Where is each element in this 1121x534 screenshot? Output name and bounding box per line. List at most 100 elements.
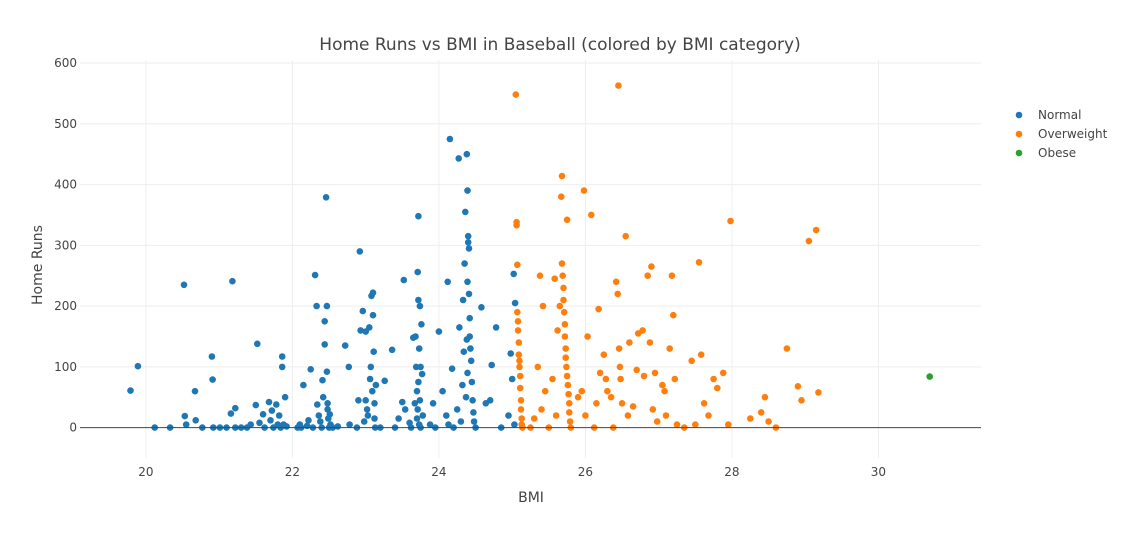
data-point — [588, 211, 595, 219]
data-point — [697, 351, 705, 359]
y-axis-label: Home Runs — [30, 225, 46, 305]
data-point — [725, 421, 732, 428]
data-point — [600, 351, 608, 359]
data-point — [180, 281, 188, 289]
data-point — [700, 400, 708, 407]
data-point — [757, 409, 765, 416]
data-point — [558, 260, 566, 267]
legend-item-obese[interactable]: Obese — [1015, 146, 1076, 160]
data-point — [508, 375, 516, 383]
data-point — [359, 307, 367, 315]
data-point — [513, 222, 520, 229]
data-point — [805, 237, 813, 245]
data-point — [514, 261, 521, 269]
data-point — [311, 271, 319, 279]
data-point — [412, 333, 419, 340]
data-point — [439, 387, 446, 395]
x-tick-label: 22 — [285, 465, 300, 479]
data-point — [604, 387, 611, 395]
data-point — [265, 398, 273, 406]
data-point — [444, 278, 452, 286]
data-point — [554, 327, 561, 334]
data-point — [710, 375, 717, 383]
data-point — [364, 412, 372, 419]
data-point — [191, 387, 199, 395]
data-point — [252, 401, 260, 409]
data-point — [551, 275, 558, 283]
data-point — [593, 400, 600, 407]
data-point — [563, 216, 571, 224]
legend-item-normal[interactable]: Normal — [1015, 108, 1082, 122]
series-obese — [926, 373, 933, 380]
data-point — [367, 363, 375, 371]
data-point — [414, 268, 422, 276]
data-point — [617, 375, 624, 383]
data-point — [461, 260, 468, 267]
x-tick-label: 24 — [431, 465, 446, 479]
data-point — [560, 284, 567, 292]
data-point — [267, 417, 274, 424]
data-point — [456, 324, 463, 331]
data-point — [812, 226, 820, 234]
data-point — [517, 406, 525, 413]
data-point — [300, 381, 307, 389]
data-point — [256, 419, 263, 427]
y-tick-label: 200 — [54, 299, 77, 313]
data-point — [629, 403, 637, 410]
data-points — [127, 82, 933, 431]
data-point — [464, 187, 471, 194]
data-point — [514, 327, 522, 334]
data-point — [370, 348, 378, 356]
data-point — [268, 407, 276, 414]
data-point — [566, 400, 573, 407]
data-point — [453, 406, 461, 413]
data-point — [538, 406, 545, 413]
data-point — [321, 341, 329, 348]
x-tick-label: 26 — [578, 465, 593, 479]
y-tick-label: 500 — [54, 117, 77, 131]
x-tick-label: 28 — [724, 465, 739, 479]
legend-label: Obese — [1038, 146, 1076, 160]
data-point — [614, 290, 621, 298]
data-point — [465, 290, 473, 298]
data-point — [615, 345, 623, 352]
data-point — [448, 365, 456, 373]
y-tick-label: 300 — [54, 238, 77, 252]
data-point — [275, 412, 283, 419]
legend-item-overweight[interactable]: Overweight — [1015, 127, 1108, 141]
data-point — [466, 333, 474, 340]
data-point — [584, 333, 591, 340]
data-point — [415, 212, 422, 220]
data-point — [326, 411, 334, 418]
data-point — [357, 327, 364, 334]
data-point — [362, 397, 370, 404]
data-point — [659, 381, 666, 389]
data-point — [313, 302, 320, 310]
data-point — [181, 412, 189, 420]
data-point — [516, 372, 524, 380]
data-point — [334, 423, 342, 430]
legend-marker — [1015, 111, 1023, 119]
data-point — [607, 393, 615, 401]
data-point — [653, 418, 661, 425]
data-point — [253, 340, 261, 348]
data-point — [467, 345, 474, 352]
data-point — [646, 339, 654, 346]
data-point — [662, 412, 670, 419]
y-tick-label: 600 — [54, 56, 77, 70]
legend-marker — [1015, 149, 1023, 157]
data-point — [363, 406, 371, 413]
data-point — [644, 272, 651, 280]
data-point — [566, 409, 573, 416]
data-point — [536, 272, 544, 280]
data-point — [360, 418, 368, 425]
data-point — [556, 302, 564, 310]
data-point — [443, 412, 450, 419]
data-point — [462, 393, 470, 401]
data-point — [651, 369, 659, 377]
x-tick-label: 30 — [871, 465, 886, 479]
data-point — [415, 296, 422, 304]
data-point — [514, 308, 521, 316]
legend[interactable]: Normal Overweight Obese — [1015, 108, 1108, 160]
